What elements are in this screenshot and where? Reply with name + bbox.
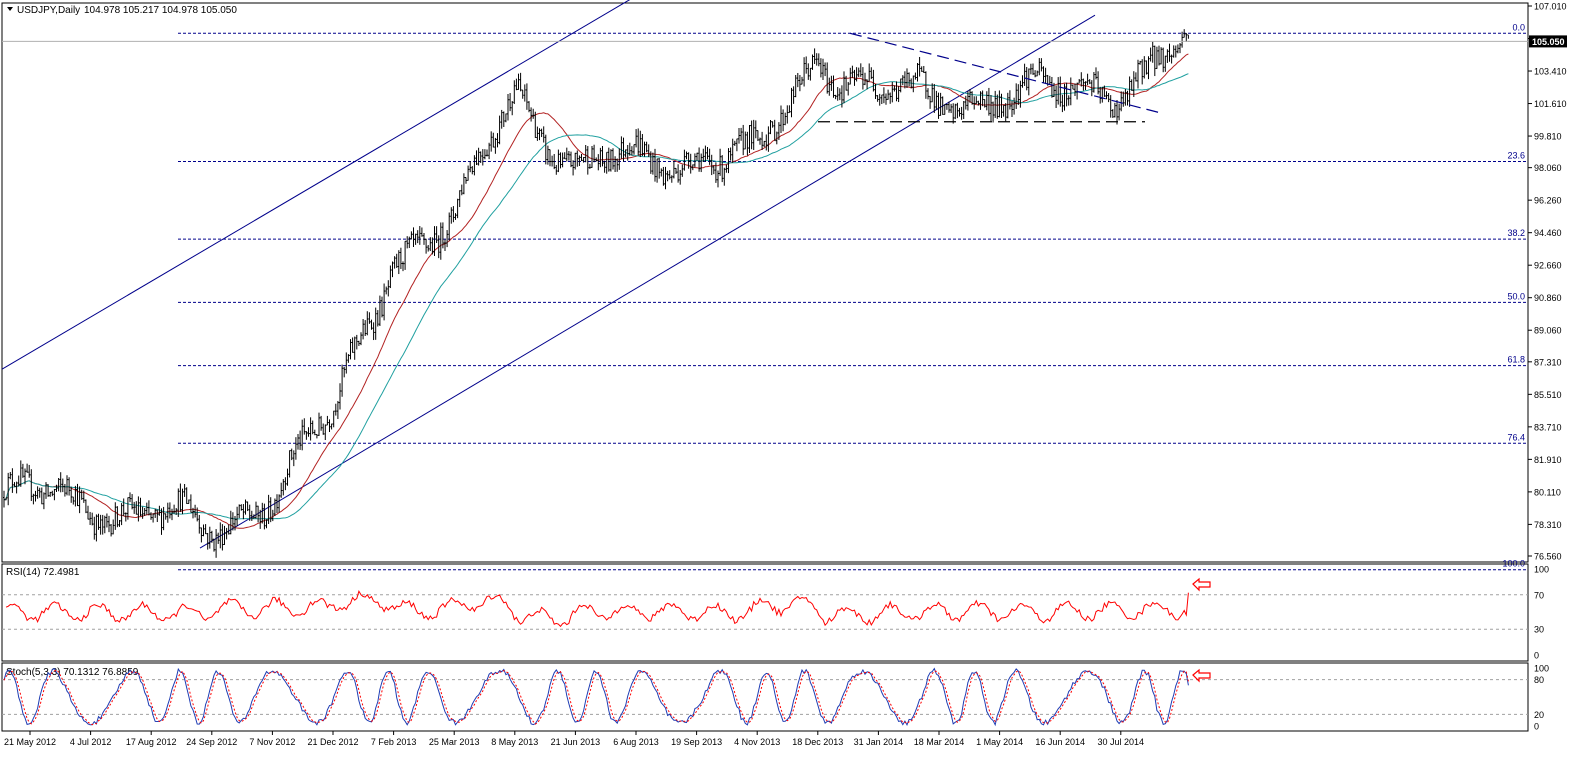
time-tick-label: 8 May 2013	[491, 737, 538, 747]
rsi-arrow-icon	[1192, 577, 1211, 592]
price-tick-label: 87.310	[1534, 357, 1562, 367]
time-tick-label: 17 Aug 2012	[126, 737, 177, 747]
price-tick-label: 99.810	[1534, 132, 1562, 142]
time-tick-label: 25 Mar 2013	[429, 737, 480, 747]
symbol-info: USDJPY,Daily	[17, 5, 80, 16]
price-tick-label: 92.660	[1534, 261, 1562, 271]
time-tick-label: 21 Jun 2013	[551, 737, 601, 747]
rsi-panel[interactable]: RSI(14) 72.4981 100 70 30 0	[1, 563, 1549, 662]
fib-level-label: 23.6	[1507, 151, 1525, 161]
current-price-marker: 105.050	[2, 35, 1567, 48]
rsi-series-line	[5, 589, 1189, 628]
stochastic-lines	[3, 667, 1189, 727]
time-tick-label: 21 May 2012	[4, 737, 56, 747]
price-tick-label: 80.110	[1534, 487, 1561, 497]
price-tick-label: 107.010	[1534, 2, 1567, 12]
stochastic-tick-label: 0	[1534, 722, 1539, 732]
stochastic-tick-label: 100	[1534, 664, 1549, 674]
fib-level-label: 61.8	[1507, 355, 1525, 365]
time-tick-label: 18 Dec 2013	[792, 737, 843, 747]
time-tick-label: 6 Aug 2013	[613, 737, 659, 747]
price-tick-label: 89.060	[1534, 326, 1562, 336]
time-tick-label: 19 Sep 2013	[671, 737, 722, 747]
time-tick-label: 16 Jun 2014	[1035, 737, 1085, 747]
fib-level-label: 0.0	[1512, 22, 1525, 32]
price-tick-label: 83.710	[1534, 422, 1562, 432]
price-tick-label: 98.060	[1534, 163, 1562, 173]
rsi-label: RSI(14) 72.4981	[6, 567, 80, 578]
time-tick-label: 7 Feb 2013	[371, 737, 417, 747]
time-tick-label: 24 Sep 2012	[186, 737, 237, 747]
current-price-box	[1529, 35, 1567, 48]
channel-lower-line	[199, 14, 1096, 549]
price-tick-label: 94.460	[1534, 228, 1562, 238]
chart-header: USDJPY,Daily 104.978 105.217 104.978 105…	[7, 5, 237, 16]
trend-channel[interactable]	[1, 0, 1096, 549]
fib-level-label: 38.2	[1507, 228, 1525, 238]
time-tick-label: 21 Dec 2012	[307, 737, 358, 747]
price-tick-label: 78.310	[1534, 520, 1562, 530]
time-tick-label: 1 May 2014	[976, 737, 1023, 747]
rsi-tick-label: 30	[1534, 625, 1544, 635]
stochastic-panel-frame	[1, 662, 1529, 732]
price-tick-label: 76.560	[1534, 552, 1562, 562]
ohlc-values: 104.978 105.217 104.978 105.050	[84, 5, 237, 16]
current-price-label: 105.050	[1532, 37, 1565, 47]
price-panel-frame	[1, 2, 1529, 563]
time-tick-label: 4 Jul 2012	[70, 737, 112, 747]
fib-level-label: 50.0	[1507, 291, 1525, 301]
stochastic-arrow-icon	[1192, 668, 1211, 683]
time-tick-label: 31 Jan 2014	[854, 737, 904, 747]
price-tick-label: 103.410	[1534, 67, 1567, 77]
rsi-panel-frame	[1, 563, 1529, 662]
dropdown-triangle-icon[interactable]	[7, 7, 13, 11]
stochastic-tick-label: 20	[1534, 710, 1544, 720]
price-tick-label: 101.610	[1534, 99, 1567, 109]
rsi-line	[5, 589, 1189, 628]
rsi-axis: 100 70 30 0	[2, 565, 1549, 661]
time-tick-label: 7 Nov 2012	[249, 737, 295, 747]
time-tick-label: 4 Nov 2013	[734, 737, 780, 747]
price-tick-label: 85.510	[1534, 390, 1562, 400]
time-axis: 21 May 2012 4 Jul 2012 17 Aug 2012 24 Sep 2…	[4, 731, 1144, 747]
rsi-tick-label: 100	[1534, 565, 1549, 575]
channel-upper-line	[1, 0, 631, 370]
stochastic-label: Stoch(5,3,3) 70.1312 76.8859	[6, 667, 139, 678]
triangle-pattern[interactable]	[818, 32, 1161, 123]
candlestick-series	[3, 29, 1190, 558]
time-tick-label: 30 Jul 2014	[1098, 737, 1145, 747]
stochastic-main-line	[3, 667, 1189, 727]
rsi-tick-label: 70	[1534, 590, 1544, 600]
stochastic-tick-label: 80	[1534, 675, 1544, 685]
fib-level-label: 76.4	[1507, 432, 1525, 442]
price-tick-label: 96.260	[1534, 196, 1562, 206]
price-tick-label: 90.860	[1534, 293, 1562, 303]
time-tick-label: 18 Mar 2014	[914, 737, 965, 747]
price-tick-label: 81.910	[1534, 455, 1562, 465]
rsi-tick-label: 0	[1534, 651, 1539, 661]
